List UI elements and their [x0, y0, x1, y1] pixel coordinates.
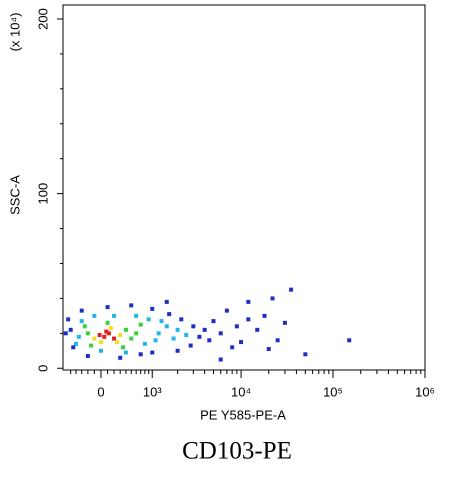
point: [108, 326, 113, 331]
point: [289, 287, 294, 292]
point: [171, 336, 176, 341]
point: [118, 355, 123, 360]
point: [262, 313, 267, 318]
point: [167, 312, 172, 317]
plot-frame: [62, 4, 426, 371]
point: [71, 345, 76, 350]
point: [197, 334, 202, 339]
point: [211, 319, 216, 324]
point: [134, 313, 139, 318]
point: [175, 327, 180, 332]
point: [153, 338, 158, 343]
point: [202, 327, 207, 332]
y-tick-label: 200: [35, 8, 50, 30]
point: [63, 331, 68, 336]
caption: CD103-PE: [182, 438, 292, 465]
x-tick-label: 10⁴: [231, 384, 251, 399]
point: [82, 324, 87, 329]
point: [150, 350, 155, 355]
point: [104, 329, 109, 334]
point: [218, 331, 223, 336]
point: [234, 324, 239, 329]
point: [105, 305, 110, 310]
point: [79, 319, 84, 324]
point: [146, 317, 151, 322]
point: [79, 308, 84, 313]
point: [347, 338, 352, 343]
point: [255, 327, 260, 332]
point: [138, 352, 143, 357]
point: [275, 338, 280, 343]
y-axis-label: SSC-A: [7, 175, 22, 215]
point: [138, 322, 143, 327]
point: [102, 334, 107, 339]
point: [97, 333, 102, 338]
point: [118, 333, 123, 338]
y-tick-label: 0: [35, 365, 50, 372]
point: [164, 324, 169, 329]
x-tick-label: 10⁵: [323, 384, 343, 399]
point: [270, 296, 275, 301]
point: [76, 334, 81, 339]
point: [85, 331, 90, 336]
point: [164, 299, 169, 304]
point: [89, 343, 94, 348]
point: [129, 336, 134, 341]
point: [112, 336, 117, 341]
point: [218, 357, 223, 362]
y-multiplier: (x 10⁴): [7, 13, 22, 52]
point: [134, 331, 139, 336]
point: [230, 345, 235, 350]
point: [184, 333, 189, 338]
y-tick-label: 100: [35, 183, 50, 205]
point: [129, 303, 134, 308]
point: [98, 348, 103, 353]
point: [282, 320, 287, 325]
point: [92, 313, 97, 318]
x-tick-label: 10⁶: [415, 384, 435, 399]
point: [142, 341, 147, 346]
point: [246, 299, 251, 304]
point: [207, 338, 212, 343]
point: [66, 317, 71, 322]
point: [73, 341, 78, 346]
point: [68, 327, 73, 332]
point: [266, 347, 271, 352]
point: [179, 317, 184, 322]
point: [112, 313, 117, 318]
x-tick-label: 0: [97, 384, 104, 399]
point: [239, 340, 244, 345]
point: [224, 308, 229, 313]
point: [303, 352, 308, 357]
point: [123, 350, 128, 355]
point: [115, 340, 120, 345]
point: [98, 340, 103, 345]
point: [175, 348, 180, 353]
point: [246, 317, 251, 322]
point: [159, 319, 164, 324]
point: [105, 320, 110, 325]
point: [121, 345, 126, 350]
point: [123, 327, 128, 332]
point: [191, 324, 196, 329]
point: [156, 331, 161, 336]
point: [150, 306, 155, 311]
x-axis-label: PE Y585-PE-A: [200, 407, 286, 422]
point: [85, 354, 90, 359]
point: [106, 331, 111, 336]
point: [188, 343, 193, 348]
x-tick-label: 10³: [143, 384, 162, 399]
point: [92, 336, 97, 341]
